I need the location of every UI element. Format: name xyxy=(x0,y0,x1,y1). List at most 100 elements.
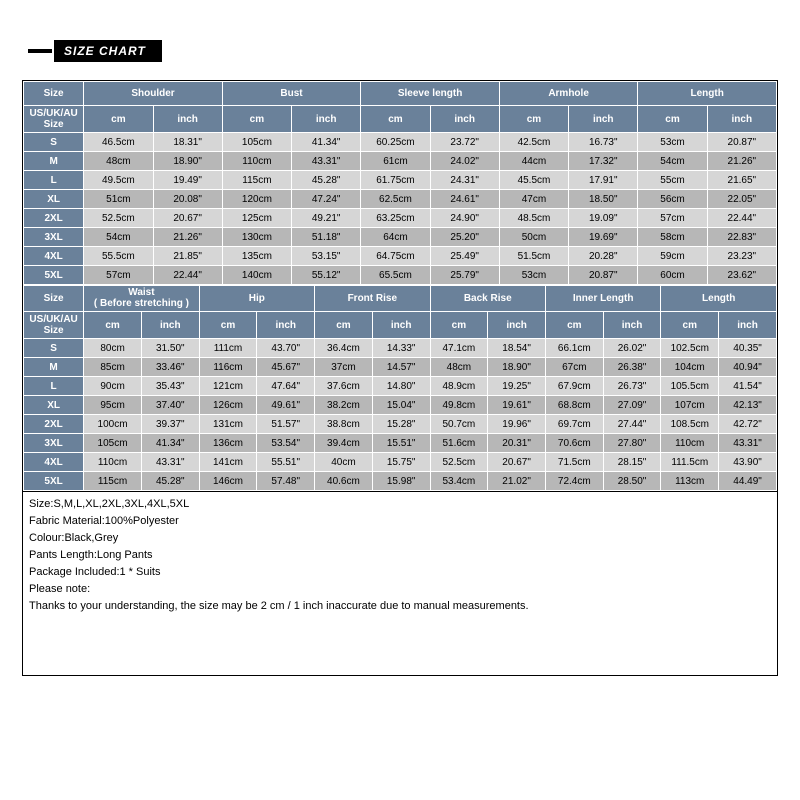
col-waist: Waist( Before stretching ) xyxy=(84,286,199,312)
data-cell: 38.8cm xyxy=(315,415,373,434)
data-cell: 43.31" xyxy=(719,434,777,453)
data-cell: 47.24" xyxy=(292,190,361,209)
data-cell: 56cm xyxy=(638,190,707,209)
data-cell: 36.4cm xyxy=(315,339,373,358)
data-cell: 19.96" xyxy=(488,415,546,434)
chart-container: Size Shoulder Bust Sleeve length Armhole… xyxy=(22,80,778,676)
data-cell: 49.8cm xyxy=(430,396,488,415)
data-cell: 20.87" xyxy=(707,133,776,152)
data-cell: 22.44" xyxy=(707,209,776,228)
data-cell: 18.50" xyxy=(569,190,638,209)
data-cell: 41.34" xyxy=(292,133,361,152)
data-cell: 111cm xyxy=(199,339,257,358)
data-cell: 18.90" xyxy=(153,152,222,171)
data-cell: 25.79" xyxy=(430,266,499,285)
data-cell: 17.32" xyxy=(569,152,638,171)
data-cell: 64cm xyxy=(361,228,430,247)
data-cell: 45.28" xyxy=(292,171,361,190)
col-frontrise: Front Rise xyxy=(315,286,430,312)
data-cell: 25.49" xyxy=(430,247,499,266)
table-row: M48cm18.90"110cm43.31"61cm24.02"44cm17.3… xyxy=(24,152,777,171)
unit: cm xyxy=(638,106,707,133)
data-cell: 131cm xyxy=(199,415,257,434)
unit: inch xyxy=(257,312,315,339)
data-cell: 113cm xyxy=(661,472,719,491)
data-cell: 57.48" xyxy=(257,472,315,491)
table-row: 5XL115cm45.28"146cm57.48"40.6cm15.98"53.… xyxy=(24,472,777,491)
data-cell: 24.31" xyxy=(430,171,499,190)
data-cell: 19.61" xyxy=(488,396,546,415)
data-cell: 49.5cm xyxy=(84,171,153,190)
data-cell: 23.62" xyxy=(707,266,776,285)
table-row: S80cm31.50"111cm43.70"36.4cm14.33"47.1cm… xyxy=(24,339,777,358)
data-cell: 50.7cm xyxy=(430,415,488,434)
data-cell: 42.5cm xyxy=(499,133,568,152)
size-cell: 3XL xyxy=(24,434,84,453)
data-cell: 45.67" xyxy=(257,358,315,377)
data-cell: 18.90" xyxy=(488,358,546,377)
col-armhole: Armhole xyxy=(499,82,638,106)
note-line: Thanks to your understanding, the size m… xyxy=(29,598,771,615)
col-size-sub: US/UK/AUSize xyxy=(24,312,84,339)
data-cell: 55cm xyxy=(638,171,707,190)
data-cell: 68.8cm xyxy=(545,396,603,415)
data-cell: 43.31" xyxy=(292,152,361,171)
data-cell: 39.37" xyxy=(141,415,199,434)
data-cell: 16.73" xyxy=(569,133,638,152)
data-cell: 110cm xyxy=(222,152,291,171)
data-cell: 40.35" xyxy=(719,339,777,358)
size-cell: 5XL xyxy=(24,266,84,285)
unit: inch xyxy=(153,106,222,133)
data-cell: 52.5cm xyxy=(430,453,488,472)
data-cell: 43.90" xyxy=(719,453,777,472)
data-cell: 66.1cm xyxy=(545,339,603,358)
data-cell: 40cm xyxy=(315,453,373,472)
data-cell: 108.5cm xyxy=(661,415,719,434)
data-cell: 41.34" xyxy=(141,434,199,453)
data-cell: 14.80" xyxy=(372,377,430,396)
data-cell: 57cm xyxy=(84,266,153,285)
data-cell: 54cm xyxy=(638,152,707,171)
data-cell: 42.13" xyxy=(719,396,777,415)
table-row: 2XL52.5cm20.67"125cm49.21"63.25cm24.90"4… xyxy=(24,209,777,228)
note-line: Please note: xyxy=(29,581,771,598)
unit: inch xyxy=(603,312,661,339)
data-cell: 49.21" xyxy=(292,209,361,228)
size-cell: XL xyxy=(24,190,84,209)
data-cell: 26.38" xyxy=(603,358,661,377)
data-cell: 85cm xyxy=(84,358,142,377)
data-cell: 53cm xyxy=(638,133,707,152)
size-cell: 2XL xyxy=(24,209,84,228)
data-cell: 102.5cm xyxy=(661,339,719,358)
col-shoulder: Shoulder xyxy=(84,82,223,106)
data-cell: 53.15" xyxy=(292,247,361,266)
data-cell: 37.40" xyxy=(141,396,199,415)
data-cell: 15.98" xyxy=(372,472,430,491)
data-cell: 125cm xyxy=(222,209,291,228)
data-cell: 55.12" xyxy=(292,266,361,285)
data-cell: 19.09" xyxy=(569,209,638,228)
data-cell: 59cm xyxy=(638,247,707,266)
size-table-top: Size Shoulder Bust Sleeve length Armhole… xyxy=(23,81,777,285)
unit: inch xyxy=(719,312,777,339)
data-cell: 54cm xyxy=(84,228,153,247)
data-cell: 110cm xyxy=(661,434,719,453)
data-cell: 90cm xyxy=(84,377,142,396)
data-cell: 39.4cm xyxy=(315,434,373,453)
page: SIZE CHART Size Shoulder Bust Sleeve len… xyxy=(0,0,800,676)
unit: cm xyxy=(545,312,603,339)
data-cell: 65.5cm xyxy=(361,266,430,285)
unit: cm xyxy=(84,312,142,339)
data-cell: 115cm xyxy=(84,472,142,491)
data-cell: 69.7cm xyxy=(545,415,603,434)
col-backrise: Back Rise xyxy=(430,286,545,312)
table2-header-row: Size Waist( Before stretching ) Hip Fron… xyxy=(24,286,777,312)
data-cell: 120cm xyxy=(222,190,291,209)
data-cell: 45.28" xyxy=(141,472,199,491)
table-row: M85cm33.46"116cm45.67"37cm14.57"48cm18.9… xyxy=(24,358,777,377)
title-bar: SIZE CHART xyxy=(28,40,778,62)
data-cell: 48.9cm xyxy=(430,377,488,396)
table-row: S46.5cm18.31"105cm41.34"60.25cm23.72"42.… xyxy=(24,133,777,152)
data-cell: 67.9cm xyxy=(545,377,603,396)
data-cell: 15.04" xyxy=(372,396,430,415)
